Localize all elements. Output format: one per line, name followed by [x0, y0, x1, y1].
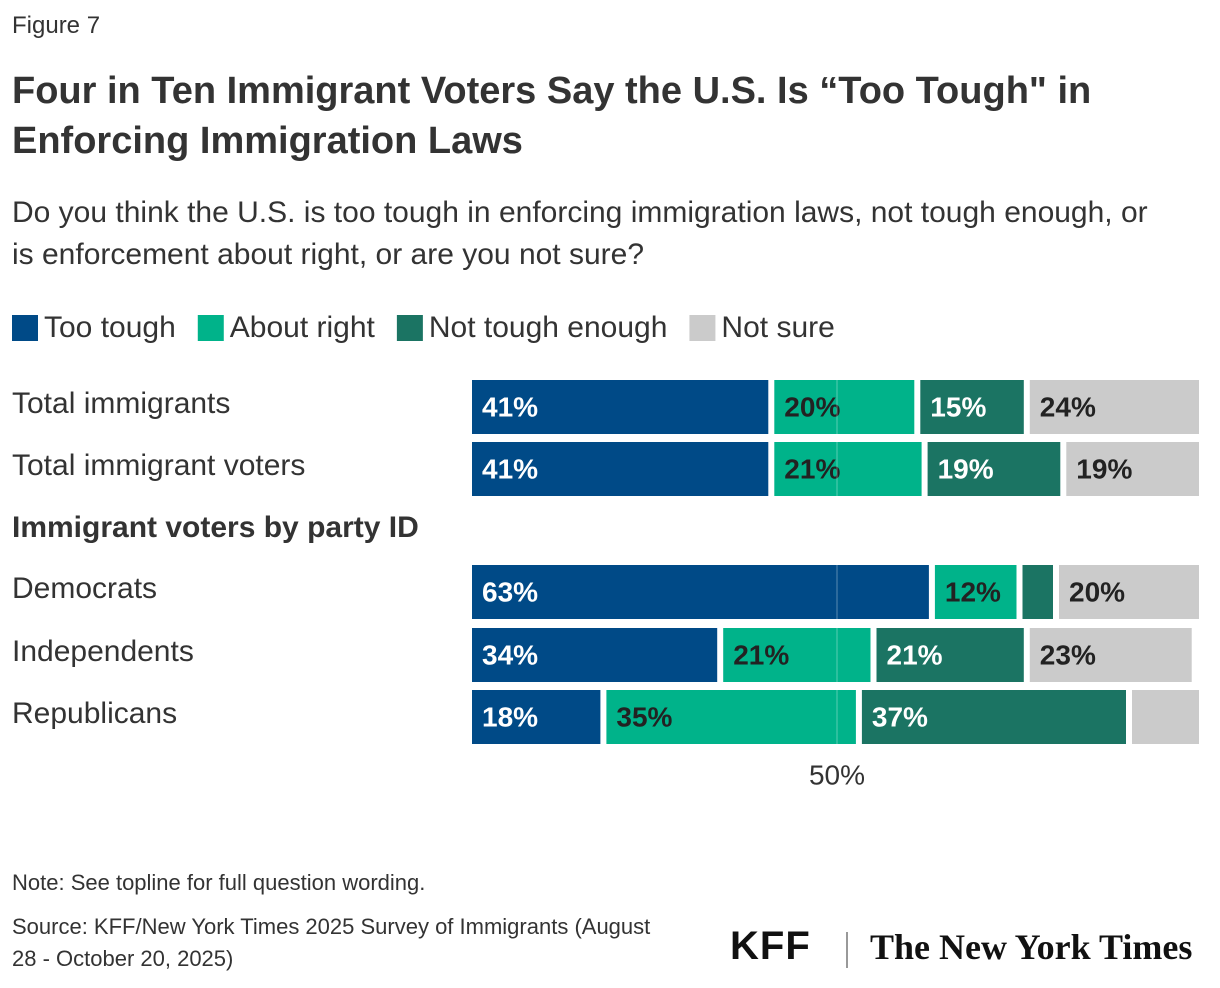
bar-segment: [1066, 442, 1199, 496]
value-label: 20%: [1069, 576, 1125, 607]
value-label: 23%: [1040, 639, 1096, 670]
value-label: 21%: [784, 453, 840, 484]
bar-segment: [472, 380, 769, 434]
bar-segment: [876, 628, 1024, 682]
value-label: 19%: [938, 453, 994, 484]
legend-swatch: [396, 315, 423, 341]
legend-label: Not sure: [721, 311, 834, 344]
bar-segment: [1029, 628, 1192, 682]
bar-segment: [1132, 690, 1199, 744]
chart-title: Four in Ten Immigrant Voters Say the U.S…: [12, 70, 1092, 162]
legend-label: Not tough enough: [429, 311, 668, 344]
bar-segment: [723, 628, 871, 682]
category-label: Total immigrant voters: [12, 449, 305, 482]
chart-subtitle: Do you think the U.S. is too tough in en…: [12, 196, 1148, 271]
category-label: Republicans: [12, 697, 177, 730]
logo-divider: [846, 932, 848, 968]
legend-swatch: [12, 315, 38, 341]
category-label: Independents: [12, 635, 194, 668]
bar-segment: [934, 565, 1017, 619]
category-label: Total immigrants: [12, 387, 230, 420]
bar-segment: [472, 565, 929, 619]
value-label: 35%: [616, 701, 672, 732]
bar-segment: [774, 380, 915, 434]
bar-segment: [927, 442, 1061, 496]
legend-label: Too tough: [44, 311, 176, 344]
bar-segment: [861, 690, 1126, 744]
value-label: 12%: [945, 576, 1001, 607]
nyt-logo: The New York Times: [870, 927, 1193, 967]
value-label: 21%: [887, 639, 943, 670]
value-label: 18%: [482, 701, 538, 732]
x-tick-label: 50%: [809, 759, 865, 790]
category-label: Democrats: [12, 572, 157, 605]
kff-logo: KFF: [730, 924, 811, 968]
value-label: 21%: [733, 639, 789, 670]
bar-segment: [1059, 565, 1199, 619]
bar-segment: [920, 380, 1024, 434]
value-label: 20%: [784, 391, 840, 422]
bar-segment: [606, 690, 856, 744]
legend-swatch: [689, 315, 716, 341]
value-label: 37%: [872, 701, 928, 732]
value-label: 15%: [930, 391, 986, 422]
legend-label: About right: [230, 311, 376, 344]
bar-segment: [774, 442, 922, 496]
figure-label: Figure 7: [12, 12, 101, 39]
bar-segment: [472, 628, 718, 682]
note: Note: See topline for full question word…: [12, 870, 426, 895]
legend-swatch: [197, 315, 224, 341]
value-label: 41%: [482, 391, 538, 422]
bar-segment: [472, 442, 769, 496]
bar-segment: [1029, 380, 1199, 434]
value-label: 24%: [1040, 391, 1096, 422]
category-label: Immigrant voters by party ID: [12, 511, 419, 544]
value-label: 34%: [482, 639, 538, 670]
value-label: 19%: [1076, 453, 1132, 484]
bar-segment: [1022, 565, 1053, 619]
value-label: 41%: [482, 453, 538, 484]
bar-segment: [472, 690, 601, 744]
value-label: 63%: [482, 576, 538, 607]
source: Source: KFF/New York Times 2025 Survey o…: [12, 914, 651, 971]
